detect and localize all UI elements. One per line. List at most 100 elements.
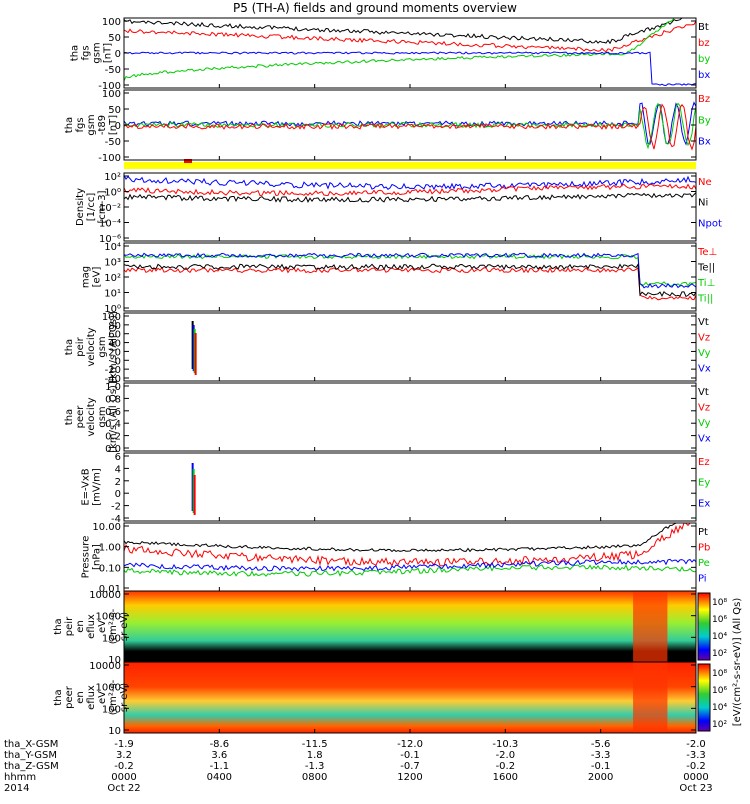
x-axis-y-value: 1.8	[306, 750, 323, 761]
y-axis-label: tha	[53, 689, 64, 705]
legend-ti: Ti||	[697, 294, 713, 305]
spectrogram-fill	[124, 591, 696, 662]
y-axis-label: en	[75, 691, 86, 704]
y-tick-label: 10⁰	[104, 304, 121, 315]
x-axis-hhmm-value: 0800	[301, 772, 328, 783]
series-by	[123, 17, 696, 82]
series-bx	[123, 51, 697, 87]
y-axis-label: tha	[64, 117, 75, 133]
y-tick-label: 10000	[89, 590, 121, 601]
y-tick-label: 0	[115, 356, 121, 367]
panel-peer_spec: 10000 1000 100 10 tha peer en eflux eV (cm²-s-sr-…	[53, 661, 697, 737]
y-tick-label: 10	[108, 655, 121, 666]
y-tick-label: 100	[102, 633, 121, 644]
y-tick-label: 10.00	[92, 522, 121, 533]
legend-bz: bz	[698, 38, 710, 49]
legend-pt: Pt	[698, 527, 708, 538]
x-axis-y-value: -2.0	[495, 750, 516, 761]
y-axis-label: eflux	[86, 685, 97, 710]
legend-vz: Vz	[698, 403, 710, 414]
panel-frame	[123, 312, 697, 382]
legend-pi: Pi	[698, 574, 707, 585]
legend-pb: Pb	[698, 543, 710, 554]
y-axis-label: eV	[97, 620, 108, 633]
colorbar-upper	[697, 592, 711, 661]
x-axis-hhmm-value: 1600	[492, 772, 519, 783]
y-axis-label: tha	[70, 45, 81, 61]
x-axis-column: -5.6 -3.3 -0.1 2000	[571, 739, 631, 794]
y-tick-label: 10⁴	[104, 242, 121, 253]
x-axis-date-value	[571, 783, 631, 794]
y-axis-label: sr-eV)	[119, 612, 130, 641]
y-axis-label: eV	[97, 691, 108, 704]
y-tick-label: -40	[105, 374, 121, 385]
y-tick-label: 0.4	[105, 419, 121, 430]
series-bx	[123, 101, 697, 146]
colorbar-tick-label: 10²	[712, 649, 727, 659]
panel-fgs_dev: 100 50 0 -50 -100 tha fgs gsm -t89 [nT] Bz By Bx	[64, 89, 711, 164]
y-tick-label: 10²	[104, 273, 121, 284]
y-tick-label: 20	[108, 347, 121, 358]
y-tick-label: -2	[111, 502, 121, 513]
hhmm-label: hhmm	[4, 772, 37, 783]
x-axis-column: -8.6 3.6 -1.1 0400	[189, 739, 249, 794]
y-gsm-label: tha_Y-GSM	[4, 750, 58, 761]
status-bar-fill	[124, 162, 696, 169]
y-axis-label: peir	[75, 336, 86, 356]
y-axis-label: peer	[75, 405, 86, 429]
x-axis-x-value: -1.9	[114, 739, 134, 750]
x-axis-date-value	[285, 783, 345, 794]
y-tick-label: 0.01	[99, 584, 121, 595]
y-tick-label: 40	[108, 339, 121, 350]
y-tick-label: 100	[102, 704, 121, 715]
x-axis-y-value: -0.1	[400, 750, 420, 761]
legend-vx: Vx	[698, 434, 711, 445]
x-axis-column: -2.0 -3.3 -0.2 0000 Oct 23	[666, 739, 726, 794]
y-axis-label: Density	[75, 188, 86, 226]
x-axis-y-value: -3.3	[686, 750, 706, 761]
colorbar-label: [eV/(cm²-s-sr-eV)] (All Qs)	[732, 598, 743, 727]
x-axis-date-value	[380, 783, 440, 794]
y-axis-label: tha	[53, 618, 64, 634]
y-tick-label: 50	[108, 33, 121, 44]
status-bar	[124, 159, 696, 169]
spectrogram-feature	[633, 662, 668, 733]
y-tick-label: 80	[108, 321, 121, 332]
y-tick-label: 0.2	[105, 432, 121, 443]
legend-vx: Vx	[698, 364, 711, 375]
panel-density: 10² 10⁰ 10⁻² 10⁻⁴ 10⁻⁶ Density [1/cc] [cm-3] Ne N…	[75, 172, 722, 245]
y-axis-label: tha	[64, 409, 75, 425]
colorbar-lower	[697, 663, 711, 732]
colorbar-tick-label: 10⁸	[712, 598, 727, 608]
legend-vz: Vz	[698, 333, 710, 344]
y-tick-label: 4	[115, 464, 121, 475]
x-axis-date-value: Oct 23	[679, 783, 713, 794]
x-axis-x-value: -8.6	[209, 739, 230, 750]
y-tick-label: 0.6	[105, 407, 121, 418]
y-tick-label: 10000	[89, 661, 121, 672]
y-tick-label: 0.10	[99, 563, 121, 574]
y-axis-label: eflux	[86, 614, 97, 639]
y-axis-label: gsm	[92, 42, 103, 63]
legend-bx: Bx	[698, 137, 711, 148]
series-pb	[123, 522, 696, 567]
panel-pressure: 10.00 1.00 0.10 0.01 Pressure [nPa] Pt Pb Pe Pi	[81, 522, 711, 595]
y-axis-label: [km/s (All Qs)]	[108, 381, 119, 453]
x-axis-z-value: -0.1	[590, 761, 611, 772]
spectrogram-fill	[124, 662, 696, 733]
y-axis-label: fgs	[81, 45, 92, 60]
y-axis-label: [nPa]	[92, 544, 103, 570]
panel-peir_spec: 10000 1000 100 10 tha peir en eflux eV (cm²-s-sr-…	[53, 590, 697, 666]
x-axis-z-value: -0.2	[114, 761, 134, 772]
y-tick-label: -100	[98, 81, 121, 92]
x-axis-x-value: -10.3	[492, 739, 519, 750]
legend-te: Te⊥	[697, 247, 717, 258]
y-axis-label: gsm	[97, 406, 108, 427]
colorbar-tick-label: 10²	[712, 720, 727, 730]
series-bt	[123, 17, 696, 45]
legend-vy: Vy	[698, 348, 711, 359]
y-tick-label: 10⁰	[104, 188, 121, 199]
x-axis-z-value: -0.7	[400, 761, 420, 772]
series-pt	[123, 522, 696, 553]
y-tick-label: 2	[115, 477, 121, 488]
